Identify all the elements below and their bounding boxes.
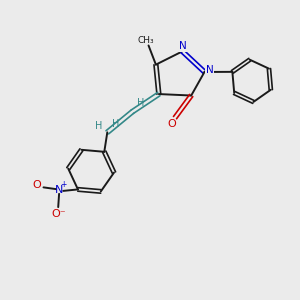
Text: CH₃: CH₃ — [137, 36, 154, 45]
Text: O: O — [33, 180, 41, 190]
Text: O: O — [167, 119, 176, 129]
Text: O⁻: O⁻ — [51, 208, 65, 219]
Text: H: H — [112, 119, 120, 129]
Text: N: N — [206, 65, 214, 76]
Text: N: N — [178, 41, 186, 51]
Text: H: H — [137, 98, 145, 109]
Text: H: H — [95, 122, 102, 131]
Text: N: N — [55, 185, 63, 195]
Text: +: + — [61, 180, 67, 189]
